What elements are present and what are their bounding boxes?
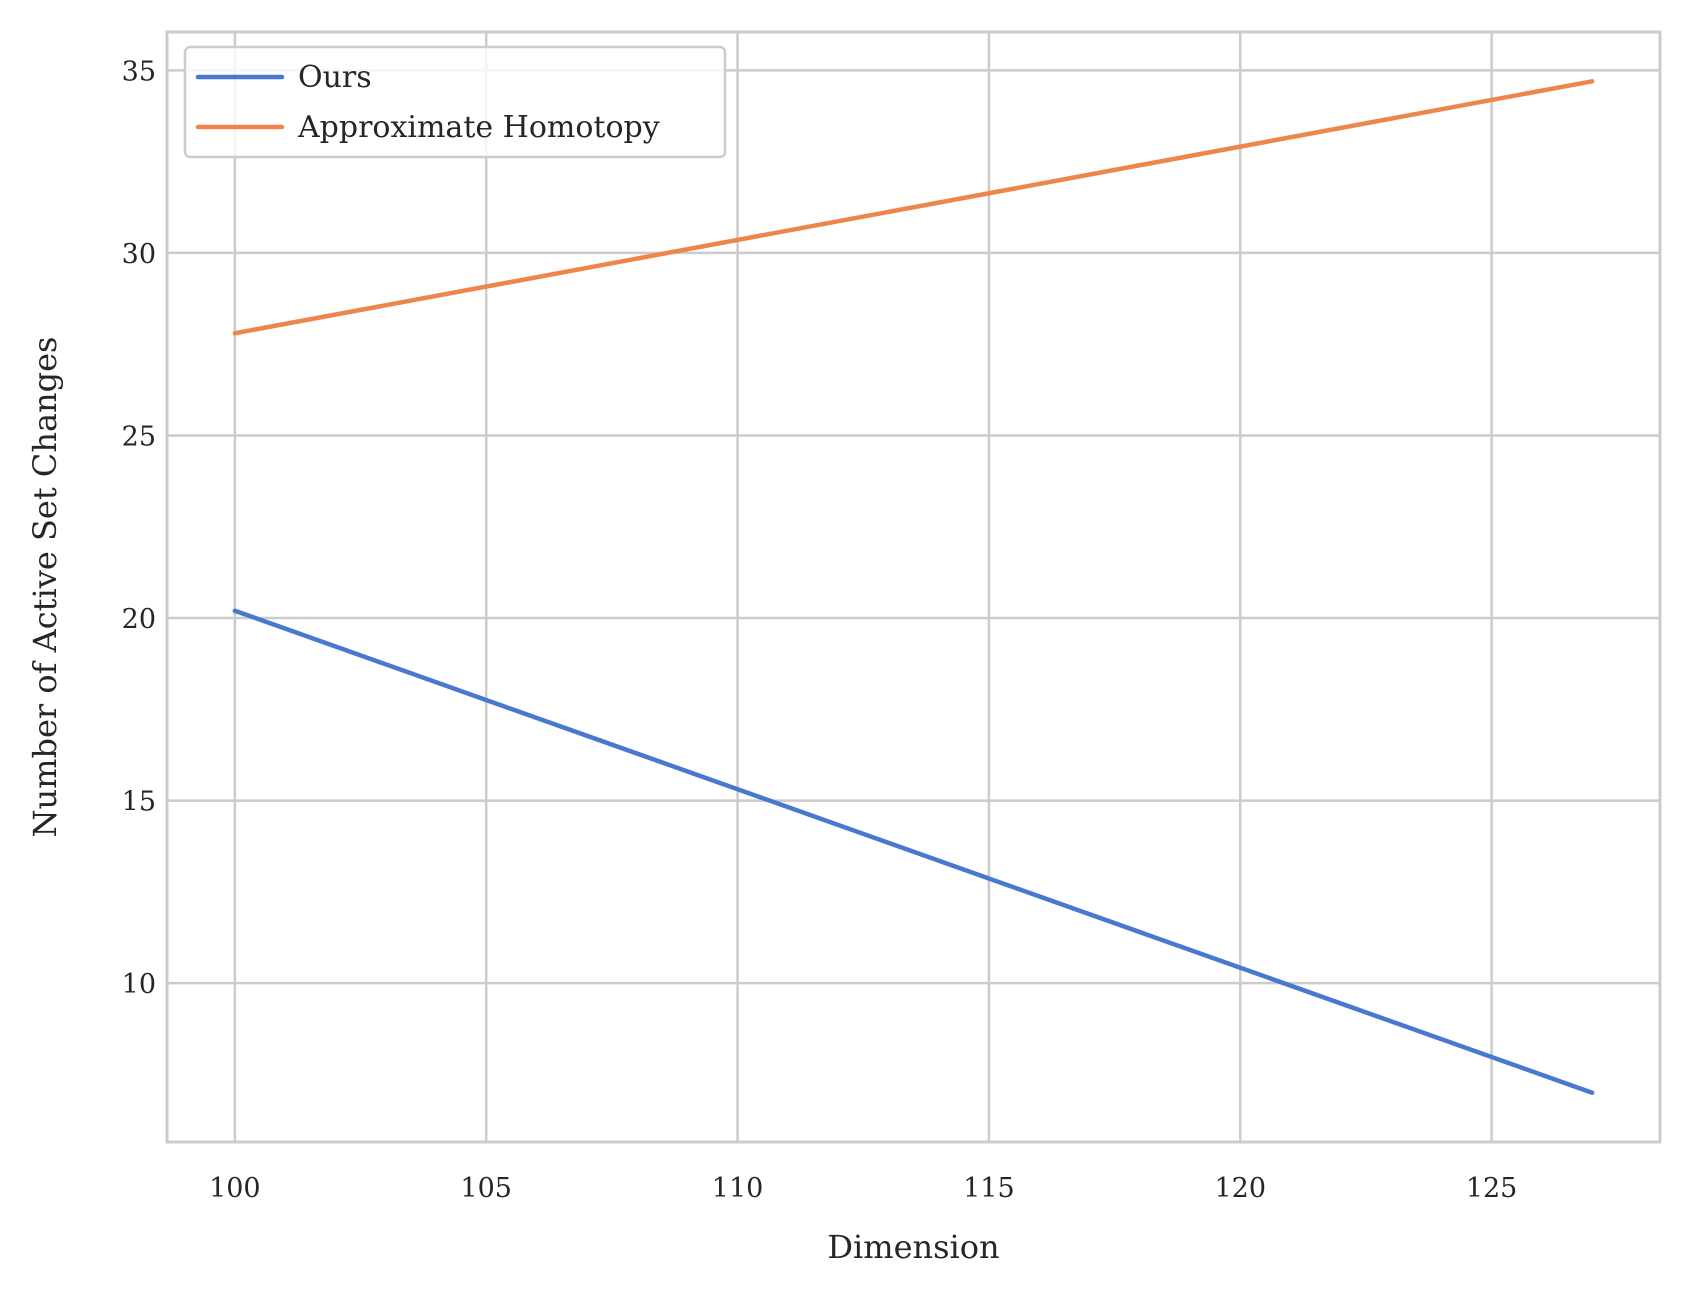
plot-frame — [165, 30, 1662, 1144]
x-tick-label: 100 — [209, 1173, 261, 1204]
grid — [167, 32, 1660, 1142]
x-tick-label: 115 — [963, 1173, 1015, 1204]
series-line-1 — [232, 79, 1595, 336]
y-tick-label: 20 — [122, 604, 156, 635]
y-tick-label: 15 — [122, 787, 156, 818]
x-tick-label: 125 — [1466, 1173, 1518, 1204]
y-tick-labels: 10 15 20 25 30 35 — [122, 56, 156, 1000]
x-tick-label: 105 — [460, 1173, 512, 1204]
x-tick-label: 120 — [1214, 1173, 1266, 1204]
x-tick-label: 110 — [712, 1173, 764, 1204]
y-tick-label: 25 — [122, 421, 156, 452]
y-tick-label: 10 — [122, 969, 156, 1000]
y-tick-label: 30 — [122, 239, 156, 270]
x-axis-label: Dimension — [827, 1228, 999, 1266]
x-tick-labels: 100 105 110 115 120 125 — [209, 1173, 1517, 1204]
legend-box — [183, 45, 727, 159]
legend-items: Ours Approximate Homotopy — [195, 60, 660, 145]
series-layer — [232, 79, 1595, 1095]
legend-label-0: Ours — [298, 60, 372, 95]
y-axis-label: Number of Active Set Changes — [26, 337, 64, 838]
legend-label-1: Approximate Homotopy — [297, 110, 660, 145]
legend: Ours Approximate Homotopy — [183, 45, 727, 159]
series-line-0 — [232, 608, 1595, 1095]
y-tick-label: 35 — [122, 56, 156, 87]
